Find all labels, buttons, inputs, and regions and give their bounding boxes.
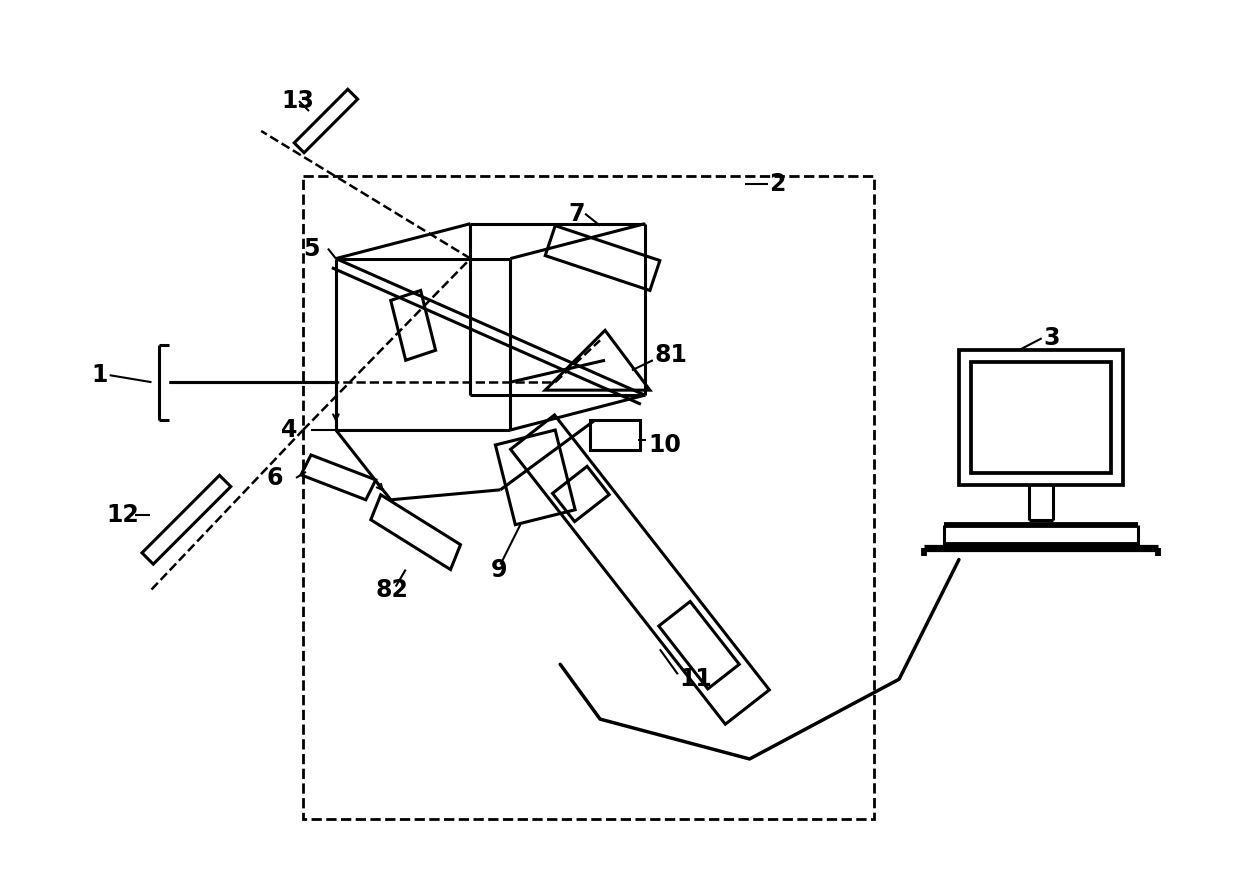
Text: 82: 82 bbox=[375, 577, 409, 602]
Text: 4: 4 bbox=[281, 418, 297, 442]
Text: 2: 2 bbox=[769, 172, 786, 196]
Text: 5: 5 bbox=[304, 236, 320, 261]
Text: 81: 81 bbox=[655, 344, 688, 367]
Text: 6: 6 bbox=[266, 466, 282, 490]
Text: 1: 1 bbox=[92, 364, 108, 387]
Text: 12: 12 bbox=[107, 503, 140, 527]
Text: 10: 10 bbox=[648, 433, 680, 457]
Text: 11: 11 bbox=[680, 667, 712, 691]
Text: 3: 3 bbox=[1043, 326, 1061, 351]
Text: 13: 13 bbox=[281, 89, 313, 113]
Text: 9: 9 bbox=[491, 557, 507, 582]
Text: 7: 7 bbox=[569, 201, 585, 226]
